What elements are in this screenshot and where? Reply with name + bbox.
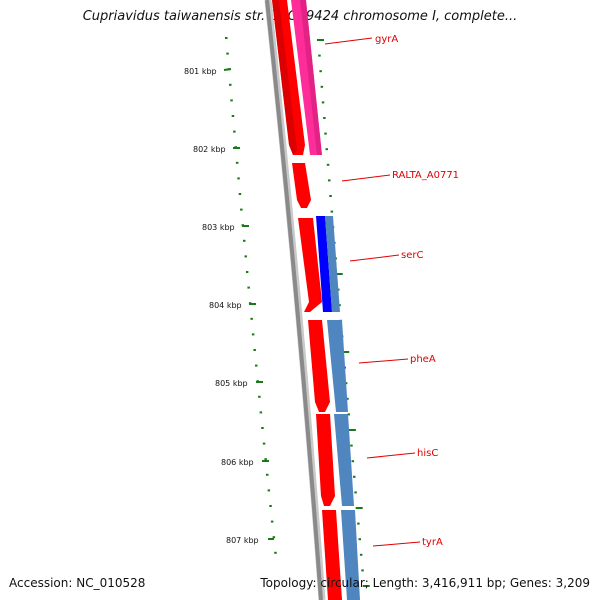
leader-gyrA xyxy=(324,37,373,45)
tick-marks-right xyxy=(317,39,370,587)
gene-bar-steel-1 xyxy=(325,216,340,312)
tick-label: 802 kbp xyxy=(193,145,226,154)
gene-label-hisC[interactable]: hisC xyxy=(417,448,438,459)
gene-arrow-forward-1-shade xyxy=(272,0,297,155)
leader-RALTA_A0771 xyxy=(341,174,391,182)
tick-label: 806 kbp xyxy=(221,458,254,467)
gene-label-serC[interactable]: serC xyxy=(401,250,423,261)
tick-label: 807 kbp xyxy=(226,536,259,545)
tick-label: 803 kbp xyxy=(202,223,235,232)
gene-bar-pink-shade xyxy=(300,0,322,155)
backbone-line xyxy=(265,0,323,600)
backbone-track xyxy=(264,0,326,600)
gene-leaders xyxy=(324,37,421,547)
leader-tyrA xyxy=(372,541,421,547)
gene-arrow-forward-2 xyxy=(292,163,311,208)
tick-major-marks xyxy=(223,68,274,540)
gene-track-reverse xyxy=(291,0,360,600)
gene-label-RALTA_A0771[interactable]: RALTA_A0771 xyxy=(392,170,459,181)
gene-bar-steel-2 xyxy=(327,320,348,412)
leader-pheA xyxy=(358,358,409,364)
gene-track-forward xyxy=(272,0,342,600)
tick-label: 804 kbp xyxy=(209,301,242,310)
topology-summary: Topology: circular; Length: 3,416,911 bp… xyxy=(260,576,590,590)
gene-bar-steel-3 xyxy=(334,414,354,506)
gene-labels: gyrA RALTA_A0771 serC pheA hisC tyrA xyxy=(375,34,459,548)
tick-label: 805 kbp xyxy=(215,379,248,388)
gene-bar-steel-4 xyxy=(341,510,360,600)
tick-major xyxy=(223,68,232,71)
gene-arrow-forward-4 xyxy=(308,320,330,412)
gene-arrow-forward-6 xyxy=(322,510,342,600)
gene-label-tyrA[interactable]: tyrA xyxy=(422,537,443,548)
gene-bar-blue xyxy=(316,216,332,312)
gene-label-pheA[interactable]: pheA xyxy=(410,354,436,365)
gene-label-gyrA[interactable]: gyrA xyxy=(375,34,398,45)
gene-arrow-forward-5 xyxy=(316,414,335,506)
gene-arrow-forward-3 xyxy=(298,218,322,312)
tick-label: 801 kbp xyxy=(184,67,217,76)
leader-serC xyxy=(349,254,400,262)
tick-marks-left xyxy=(225,37,277,554)
accession-text: Accession: NC_010528 xyxy=(9,576,146,590)
tick-labels: 801 kbp 802 kbp 803 kbp 804 kbp 805 kbp … xyxy=(184,67,259,545)
leader-hisC xyxy=(366,452,416,459)
